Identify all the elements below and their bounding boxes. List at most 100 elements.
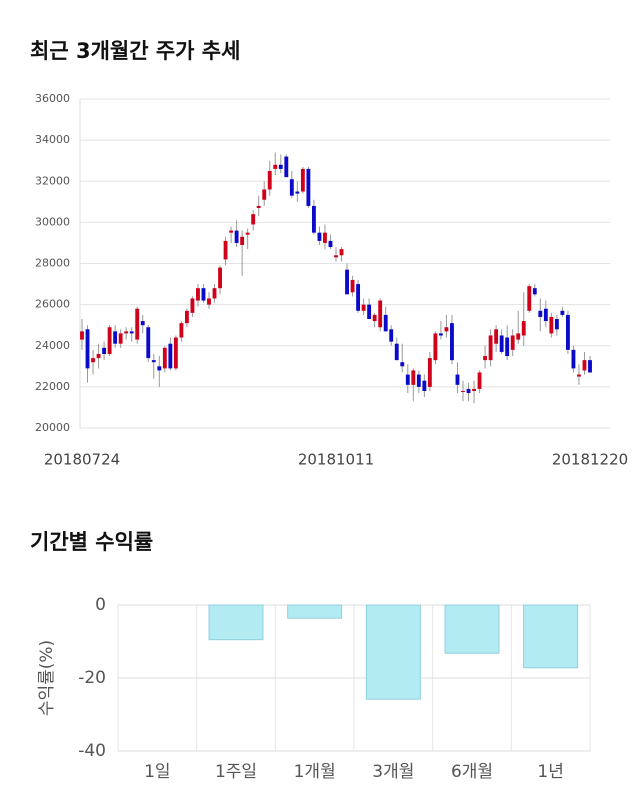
candle-body	[577, 374, 581, 377]
candle-body	[427, 358, 432, 387]
candle-body	[289, 179, 294, 196]
candle-body	[554, 319, 559, 330]
candle-body	[245, 232, 250, 235]
y-tick-label: -20	[78, 668, 106, 688]
candle-body	[151, 360, 156, 363]
x-tick-label: 1일	[144, 762, 170, 782]
candle-body	[146, 327, 151, 359]
candle-body	[472, 388, 476, 391]
candle-body	[201, 288, 206, 301]
candle-body	[140, 321, 145, 326]
candle-body	[438, 333, 443, 336]
y-tick-label: 26000	[35, 298, 70, 311]
candle-body	[416, 374, 421, 387]
candle-body	[223, 240, 228, 260]
y-tick-label: 22000	[35, 380, 70, 393]
candle-body	[91, 358, 95, 363]
y-tick-label: 32000	[35, 174, 70, 187]
candle-body	[466, 388, 471, 394]
candle-body	[306, 168, 311, 206]
candle-body	[588, 360, 592, 373]
candle-body	[560, 310, 565, 315]
candle-body	[527, 286, 532, 311]
candle-body	[212, 288, 217, 299]
bar	[287, 604, 343, 619]
candle-body	[361, 304, 366, 311]
chart-title: 최근 3개월간 주가 추세	[30, 39, 240, 63]
candle-body	[168, 343, 173, 369]
candle-body	[422, 380, 427, 391]
candle-body	[135, 308, 140, 340]
candle-body	[80, 331, 84, 340]
bar	[208, 604, 264, 641]
candle-body	[571, 349, 576, 369]
x-tick-label: 20181220	[552, 451, 628, 469]
candle-body	[339, 249, 344, 256]
candle-body	[267, 170, 272, 190]
candle-body	[96, 353, 101, 359]
candle-body	[411, 370, 416, 385]
y-tick-label: 34000	[35, 133, 70, 146]
candle-body	[218, 267, 222, 289]
candle-body	[229, 230, 234, 233]
y-tick-label: 20000	[35, 421, 70, 434]
x-tick-label: 3개월	[372, 762, 414, 782]
candle-body	[521, 321, 526, 336]
candle-body	[311, 205, 316, 233]
candle-body	[477, 372, 482, 389]
candle-body	[378, 300, 383, 328]
candle-body	[295, 191, 300, 194]
candle-body	[102, 347, 107, 354]
y-tick-label: 36000	[35, 92, 70, 105]
candle-body	[455, 374, 460, 385]
candle-body	[400, 362, 405, 367]
candle-body	[262, 189, 267, 200]
candle-body	[394, 343, 399, 361]
candle-body	[499, 335, 504, 352]
candle-body	[317, 232, 322, 241]
candle-body	[162, 347, 167, 369]
candle-body	[345, 269, 349, 295]
candle-body	[356, 284, 361, 311]
bar	[523, 604, 579, 669]
candle-body	[256, 205, 261, 208]
candle-body	[251, 214, 256, 225]
candle-body	[179, 323, 184, 338]
y-tick-label: 0	[95, 595, 106, 615]
candle-body	[328, 240, 333, 248]
y-axis-label: 수익률(%)	[37, 640, 57, 716]
x-tick-label: 6개월	[451, 762, 493, 782]
candle-body	[383, 314, 388, 332]
candle-body	[323, 232, 327, 243]
y-tick-label: 28000	[35, 257, 70, 270]
chart-title: 기간별 수익률	[30, 530, 153, 554]
candle-body	[461, 390, 465, 392]
candle-body	[405, 374, 410, 385]
candle-body	[300, 168, 305, 192]
y-tick-label: 24000	[35, 339, 70, 352]
candle-body	[433, 333, 438, 361]
candle-body	[494, 329, 499, 344]
candle-body	[516, 333, 521, 340]
candle-body	[129, 331, 134, 334]
x-tick-label: 20180724	[44, 451, 120, 469]
candle-body	[234, 230, 239, 243]
candle-body	[532, 288, 537, 295]
y-tick-label: -40	[78, 741, 106, 761]
candle-body	[444, 327, 449, 332]
candle-body	[372, 314, 377, 322]
x-tick-label: 1년	[537, 762, 563, 782]
candle-body	[334, 255, 338, 258]
candle-body	[389, 329, 394, 342]
candle-body	[107, 327, 112, 354]
candle-body	[450, 323, 454, 361]
candle-body	[483, 356, 488, 361]
candle-body	[488, 335, 493, 361]
candle-body	[85, 329, 90, 369]
candle-body	[510, 335, 515, 350]
candle-body	[157, 366, 162, 371]
x-tick-label: 20181011	[298, 451, 374, 469]
candle-body	[124, 331, 129, 334]
candle-body	[538, 310, 543, 317]
